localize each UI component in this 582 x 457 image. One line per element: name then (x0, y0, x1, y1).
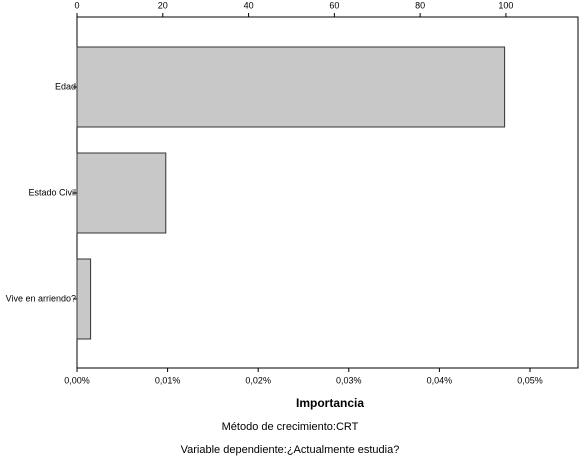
y-tick-label: Vive en arriendo? (6, 293, 76, 303)
x2-tick-label: 80 (415, 0, 425, 10)
x2-tick-label: 60 (329, 0, 339, 10)
x-tick-label: 0,00% (64, 375, 90, 385)
y-tick-label: Edad (55, 81, 76, 91)
x2-tick-label: 40 (244, 0, 254, 10)
x-tick-label: 0,04% (427, 375, 453, 385)
bar (76, 258, 92, 340)
note: Variable dependiente:¿Actualmente estudi… (181, 444, 400, 456)
bar (76, 152, 167, 234)
y-tick-label: Estado Civil (28, 187, 76, 197)
x-tick-label: 0,03% (336, 375, 362, 385)
x2-tick-label: 100 (498, 0, 513, 10)
x-tick-label: 0,01% (155, 375, 181, 385)
x-tick-label: 0,05% (517, 375, 543, 385)
bar (76, 46, 506, 128)
x-axis-title: Importancia (296, 396, 364, 410)
x2-tick-label: 20 (158, 0, 168, 10)
x-tick-label: 0,02% (245, 375, 271, 385)
x2-tick-label: 0 (74, 0, 79, 10)
note: Método de crecimiento:CRT (222, 421, 359, 433)
